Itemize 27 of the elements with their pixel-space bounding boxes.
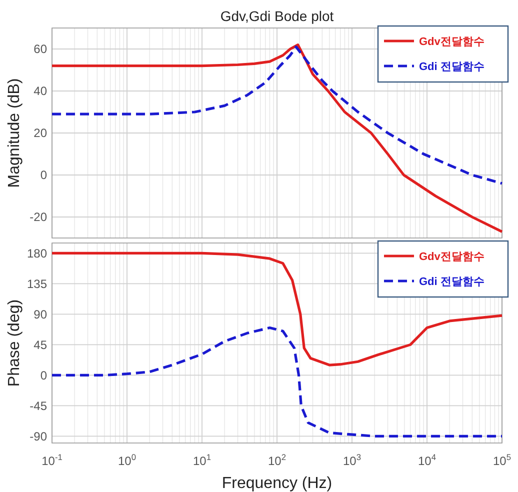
y-tick-label: 90	[34, 307, 48, 322]
y-tick-label: -90	[30, 429, 48, 444]
x-tick-label: 10$^{-1}$	[42, 452, 63, 468]
legend-label: Gdi 전달함수	[419, 61, 484, 73]
x-tick-label: 10$^{4}$	[418, 452, 436, 468]
chart-title: Gdv,Gdi Bode plot	[220, 8, 334, 24]
y-tick-label: 40	[34, 84, 48, 98]
x-tick-label: 10$^{3}$	[342, 452, 362, 468]
y-tick-label: 60	[34, 42, 48, 56]
legend-label: Gdv전달함수	[419, 36, 484, 48]
y-tick-label: 0	[40, 168, 48, 182]
x-tick-label: 10$^{1}$	[192, 452, 212, 468]
x-tick-label: 10$^{2}$	[268, 452, 286, 468]
y-tick-label: 0	[40, 368, 48, 382]
x-tick-label: 10$^{5}$	[492, 452, 512, 468]
y-tick-label: 20	[34, 126, 48, 140]
y-tick-label: 135	[26, 276, 48, 291]
x-axis-title: Frequency (Hz)	[222, 475, 332, 492]
legend-label: Gdv전달함수	[419, 251, 484, 263]
x-tick-label: 10$^{0}$	[118, 452, 136, 468]
y-tick-label: -20	[30, 210, 48, 224]
y-axis-title: Magnitude (dB)	[6, 78, 23, 188]
y-tick-label: 180	[26, 246, 48, 260]
y-axis-title: Phase (deg)	[6, 299, 23, 387]
legend-label: Gdi 전달함수	[419, 276, 484, 288]
y-tick-label: 45	[34, 338, 48, 352]
y-tick-label: -45	[30, 398, 48, 413]
